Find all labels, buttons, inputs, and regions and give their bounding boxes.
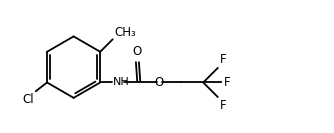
Text: F: F: [220, 99, 227, 112]
Text: O: O: [133, 45, 142, 58]
Text: CH₃: CH₃: [114, 26, 136, 39]
Text: Cl: Cl: [22, 93, 34, 106]
Text: NH: NH: [113, 78, 130, 88]
Text: F: F: [220, 53, 227, 66]
Text: O: O: [155, 76, 164, 89]
Text: F: F: [223, 76, 230, 89]
